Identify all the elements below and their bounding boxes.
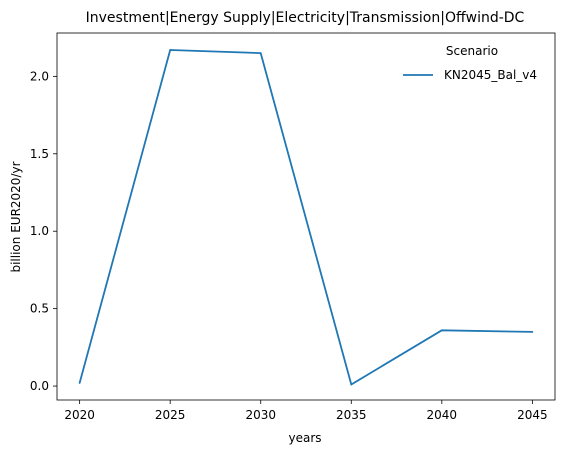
x-tick-label: 2025	[155, 408, 186, 422]
legend-title: Scenario	[446, 44, 498, 58]
x-tick-label: 2035	[336, 408, 367, 422]
y-tick-label: 1.5	[30, 147, 49, 161]
series-line	[78, 49, 533, 386]
y-axis: 0.0 0.5 1.0 1.5 2.0	[30, 69, 57, 393]
data-point	[531, 330, 534, 333]
data-point	[78, 382, 81, 384]
x-tick-label: 2045	[517, 408, 548, 422]
data-point	[169, 49, 172, 51]
data-point	[440, 329, 443, 332]
data-point	[259, 52, 262, 55]
data-point	[350, 383, 353, 386]
y-tick-label: 2.0	[30, 69, 49, 83]
y-axis-label: billion EUR2020/yr	[9, 161, 23, 272]
x-axis: 2020 2025 2030 2035 2040 2045	[64, 400, 548, 422]
x-axis-label: years	[288, 431, 321, 445]
x-tick-label: 2020	[64, 408, 95, 422]
x-tick-label: 2040	[427, 408, 458, 422]
y-tick-label: 0.5	[30, 302, 49, 316]
y-tick-label: 0.0	[30, 379, 49, 393]
legend: Scenario KN2045_Bal_v4	[403, 44, 537, 82]
plot-area	[56, 32, 556, 401]
y-tick-label: 1.0	[30, 224, 49, 238]
chart-title: Investment|Energy Supply|Electricity|Tra…	[86, 10, 525, 26]
series-layer	[78, 49, 534, 386]
x-tick-label: 2030	[245, 408, 276, 422]
plot-frame	[56, 32, 556, 401]
legend-entry-label: KN2045_Bal_v4	[444, 68, 537, 82]
